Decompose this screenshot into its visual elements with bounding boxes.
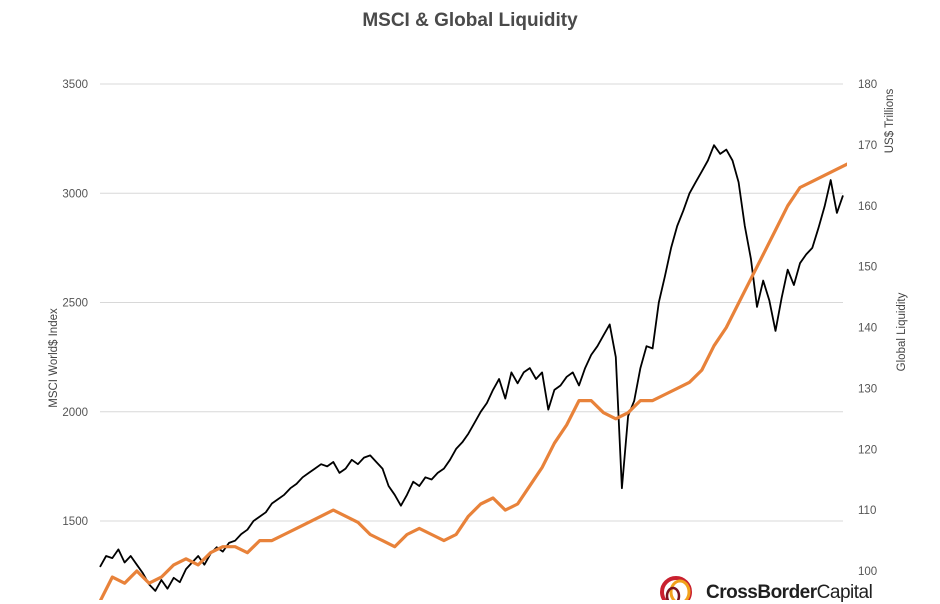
left-tick-label-2500: 2500 — [62, 298, 88, 310]
crossborder-logo-icon — [660, 576, 692, 600]
logo-name-regular: Capital — [816, 582, 873, 603]
right-axis-label: Global Liquidity — [896, 292, 908, 371]
left-tick-label-3000: 3000 — [62, 188, 88, 200]
crossborder-logo: CrossBorderCapital — [656, 566, 873, 603]
right-tick-label-140: 140 — [858, 323, 877, 335]
left-axis-label: MSCI World$ Index — [48, 308, 60, 408]
left-tick-label-1500: 1500 — [62, 516, 88, 528]
right-tick-label-160: 160 — [858, 201, 877, 213]
right-tick-label-130: 130 — [858, 383, 877, 395]
logo-name-bold: CrossBorder — [706, 582, 817, 603]
right-tick-label-180: 180 — [858, 79, 877, 91]
left-axis-ticks: 1500 2000 2500 3000 3500 — [62, 79, 88, 528]
left-tick-label-3500: 3500 — [62, 79, 88, 91]
msci-world-line — [99, 144, 844, 592]
right-axis-ticks: 100 110 120 130 140 150 160 170 180 — [858, 79, 877, 578]
right-tick-label-170: 170 — [858, 140, 877, 152]
right-tick-label-100: 100 — [858, 566, 877, 578]
right-tick-label-120: 120 — [858, 444, 877, 456]
right-tick-label-110: 110 — [858, 505, 876, 517]
series-layer — [98, 144, 847, 600]
logo-text: CrossBorderCapital — [706, 582, 873, 604]
global-liquidity-line — [98, 162, 847, 600]
right-tick-label-150: 150 — [858, 262, 877, 274]
right-axis-unit-label: US$ Trillions — [884, 88, 896, 153]
chart-title: MSCI & Global Liquidity — [362, 10, 578, 31]
gridlines — [100, 83, 843, 522]
left-tick-label-2000: 2000 — [62, 407, 88, 419]
